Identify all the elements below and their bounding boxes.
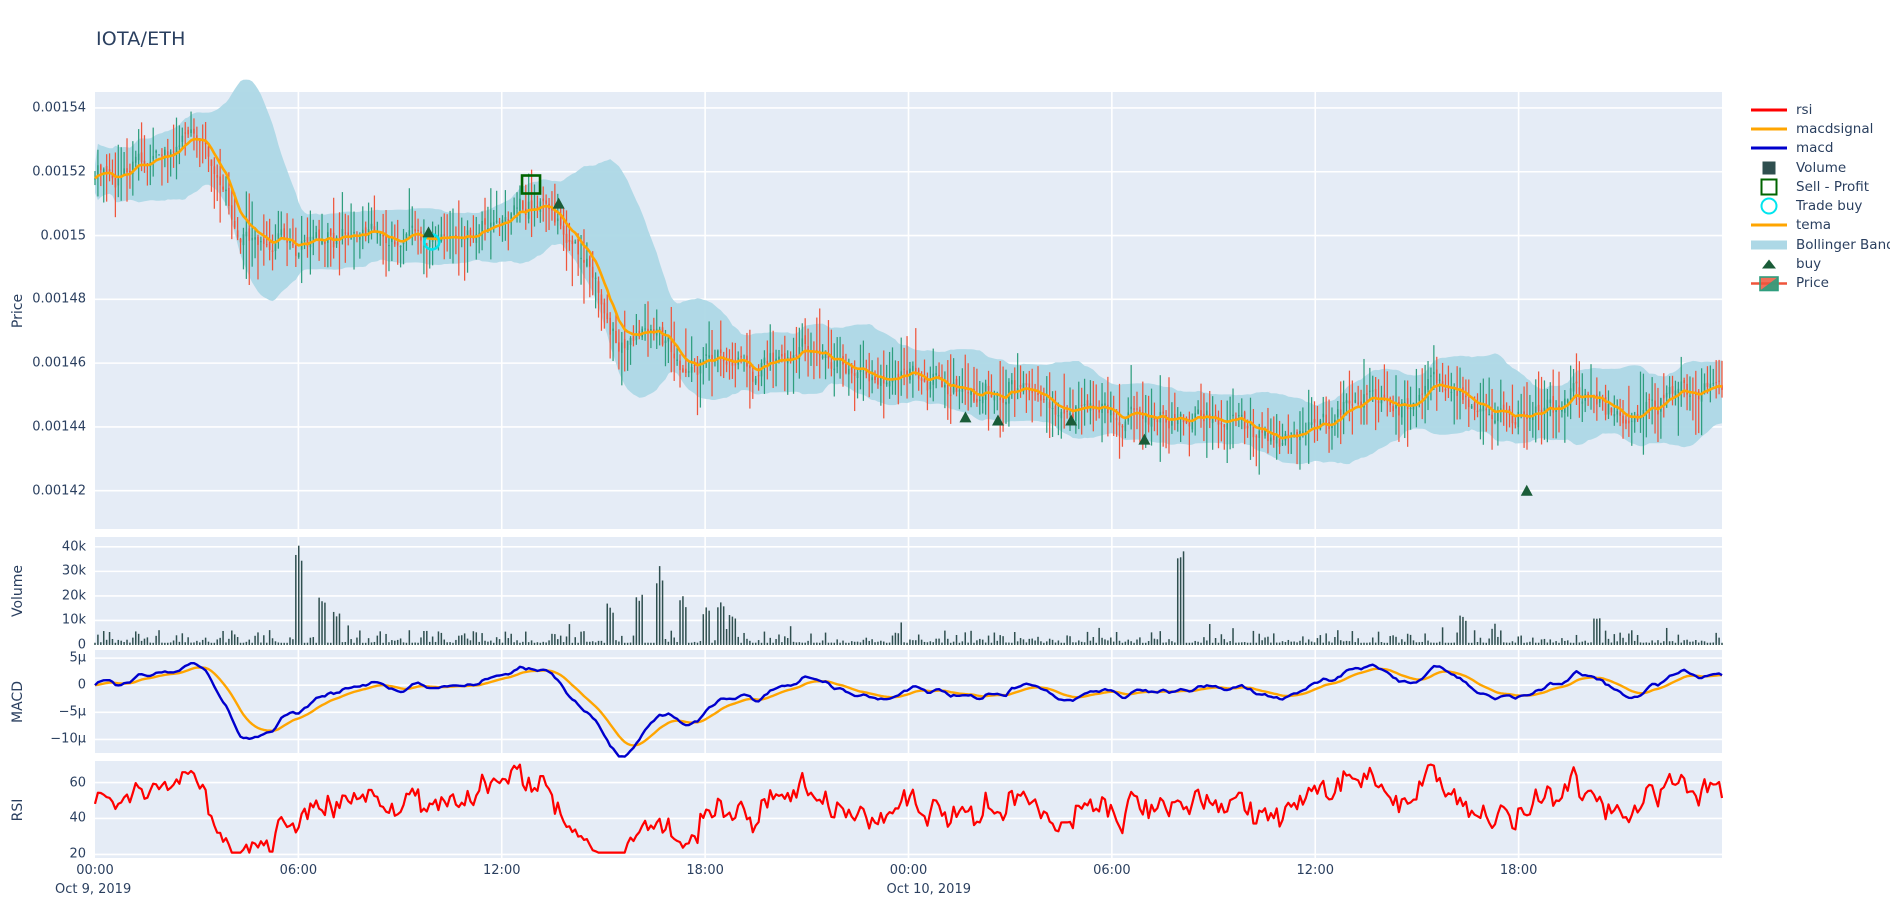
macd-plot-svg [94,650,1723,758]
legend-item-volume[interactable]: Volume [1748,158,1888,177]
x-tick-6: 12:00 [1296,863,1334,878]
volume-subplot [94,537,1723,646]
rsi-subplot [93,761,1724,858]
square-outline-swatch [1760,178,1778,196]
legend-item-label: buy [1796,256,1822,273]
legend-item-label: tema [1796,217,1832,234]
price-candle-icon [1748,274,1790,293]
volume-plot-svg [94,537,1723,646]
rsi-ytick-2: 20 [69,846,86,862]
buy-marker [552,197,565,209]
legend-item-buy[interactable]: buy [1748,254,1888,273]
rsi-plot-svg [93,761,1724,858]
chart-legend: rsi macdsignal macd Volume Sell - Profit Trad… [1748,100,1890,293]
buy-triangle-icon [1748,255,1790,274]
legend-item-macd[interactable]: macd [1748,139,1888,158]
x-date-label-0: Oct 9, 2019 [55,882,132,897]
line-swatch [1751,146,1787,150]
line-swatch [1751,127,1787,131]
legend-item-rsi[interactable]: rsi [1748,100,1888,119]
macd-line-icon [1748,139,1790,158]
volume-ytick-2: 20k [61,588,86,604]
macd-subplot [94,650,1723,758]
price-ytick-4: 0.00146 [32,355,86,371]
buy-marker [1065,414,1078,426]
legend-item-label: Volume [1796,159,1847,176]
square-swatch [1762,161,1776,175]
price-ytick-5: 0.00144 [32,419,86,435]
sell-profit-marker [520,174,542,195]
tema-line-icon [1748,216,1790,235]
legend-item-price[interactable]: Price [1748,274,1888,293]
macd-ytick-0: 5µ [69,650,86,666]
macd-ytick-3: −10µ [50,731,86,747]
trade-buy-circle-icon [1748,197,1790,216]
sell-profit-square-icon [1748,177,1790,196]
price-axis-title: Price [10,293,26,328]
legend-item-label: macd [1796,140,1834,157]
macd-ytick-1: 0 [77,677,86,693]
volume-axis-title: Volume [10,564,26,618]
macdsignal-line-icon [1748,119,1790,138]
volume-ytick-0: 40k [61,539,86,555]
volume-square-icon [1748,158,1790,177]
rsi-line-icon [1748,100,1790,119]
legend-item-macdsignal[interactable]: macdsignal [1748,119,1888,138]
x-tick-1: 06:00 [279,863,318,878]
volume-ytick-4: 0 [77,637,86,653]
legend-item-label: rsi [1796,101,1813,118]
legend-item-label: Sell - Profit [1796,178,1870,195]
x-tick-4: 00:00 [889,863,928,878]
macd-axis-title: MACD [10,680,26,723]
price-ytick-2: 0.0015 [40,228,87,244]
price-ytick-0: 0.00154 [32,100,86,116]
legend-item-label: macdsignal [1796,120,1874,137]
legend-item-label: Trade buy [1796,198,1863,215]
rsi-ytick-1: 40 [69,810,86,826]
chart-title: IOTA/ETH [96,28,186,50]
price-ytick-6: 0.00142 [32,483,86,499]
legend-item-tema[interactable]: tema [1748,216,1888,235]
circle-outline-swatch [1760,197,1778,215]
candle-svg [1751,276,1787,292]
price-ytick-3: 0.00148 [32,291,86,307]
line-swatch [1751,223,1787,227]
legend-item-label: Price [1796,275,1829,292]
legend-item-bollinger-band[interactable]: Bollinger Band [1748,235,1890,254]
price-ytick-1: 0.00152 [32,164,86,180]
x-tick-7: 18:00 [1499,863,1538,878]
x-tick-2: 12:00 [483,863,521,878]
line-swatch [1751,108,1787,112]
triangle-swatch [1762,259,1776,269]
rsi-ytick-0: 60 [69,775,86,791]
price-plot-svg [94,79,1723,529]
macd-ytick-2: −5µ [58,704,86,720]
legend-item-trade-buy[interactable]: Trade buy [1748,196,1888,215]
legend-item-label: Bollinger Band [1796,236,1890,253]
rsi-axis-title: RSI [10,798,26,821]
volume-ytick-3: 10k [61,612,86,628]
legend-item-sell-profit[interactable]: Sell - Profit [1748,177,1888,196]
x-tick-5: 06:00 [1093,863,1131,878]
x-date-label-1: Oct 10, 2019 [886,882,972,897]
buy-marker [991,414,1004,426]
buy-marker [422,226,435,238]
buy-marker [1138,433,1151,445]
price-subplot [94,79,1723,529]
buy-marker [959,411,972,423]
x-tick-3: 18:00 [686,863,724,878]
buy-marker [1520,484,1533,496]
x-tick-0: 00:00 [76,863,114,878]
volume-ytick-1: 30k [61,563,86,579]
bollinger-band-icon [1748,235,1790,254]
band-swatch [1751,240,1787,250]
